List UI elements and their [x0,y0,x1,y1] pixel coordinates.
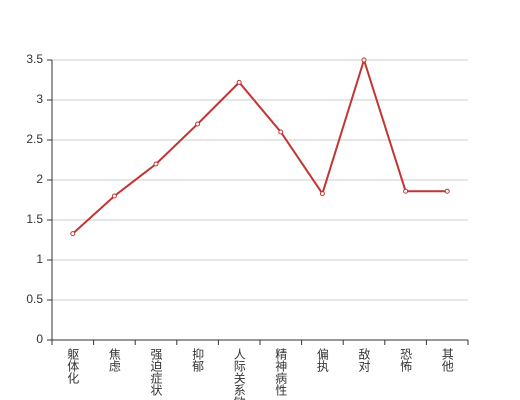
y-tick-label: 0 [36,332,43,346]
point [153,161,159,167]
x-tick-label: 抑郁 [191,347,205,373]
x-tick-label: 偏执 [315,347,329,373]
point [444,188,450,194]
x-tick-label: 敌对 [357,347,371,372]
x-tick-label: 恐怖 [399,348,413,372]
y-tick-label: 0.5 [26,292,43,306]
point [70,231,76,237]
y-tick-label: 1 [36,252,43,266]
point [278,129,284,135]
x-tick-label: 精神病性 [274,348,288,397]
y-tick-label: 3 [36,92,43,106]
y-tick-label: 2 [36,172,43,186]
point [195,121,201,127]
line [72,56,448,235]
y-tick-label: 1.5 [26,212,43,226]
x-tick-label: 人际关系敏感 [232,348,246,400]
point [111,193,117,199]
point [403,188,409,194]
point [319,191,325,197]
x-tick-label: 躯体化 [66,347,80,385]
y-tick-label: 3.5 [26,52,43,66]
x-tick-label: 强迫症状 [149,348,163,396]
point [236,79,242,85]
x-tick-label: 焦虑 [107,348,121,372]
y-tick-label: 2.5 [26,132,43,146]
x-tick-label: 其他 [440,348,454,372]
point [361,57,367,63]
